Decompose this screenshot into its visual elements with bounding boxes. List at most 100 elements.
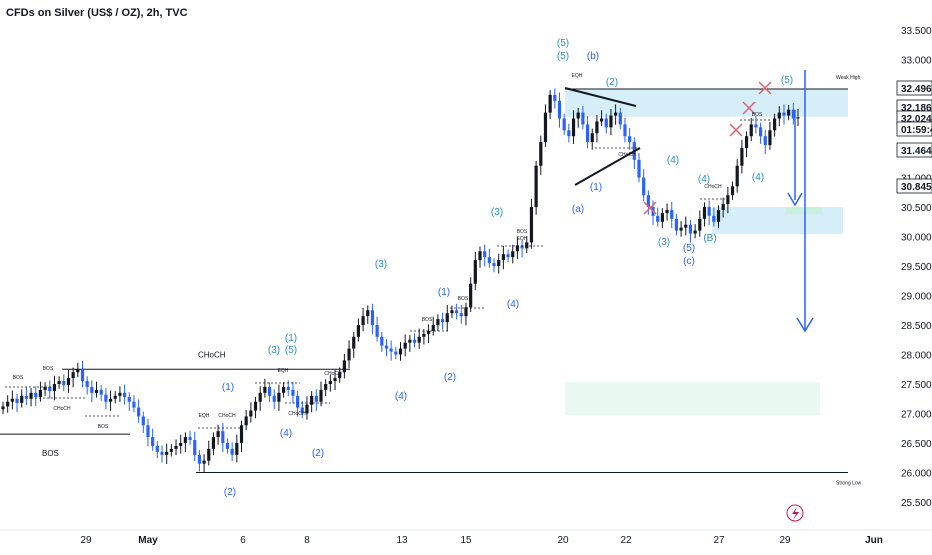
wave-label-3: (2) (606, 77, 618, 88)
candle-body-140 (656, 215, 660, 222)
y-tick-6: 30.500 (901, 203, 932, 214)
y-tick-15: 26.000 (901, 469, 932, 480)
wave-label-6: (1) (590, 182, 602, 193)
structure-label-12: EQH (517, 236, 528, 242)
wave-label-24: (4) (280, 428, 292, 439)
candle-body-33 (155, 445, 159, 452)
candle-body-119 (557, 100, 562, 119)
x-tick-0: 29 (80, 535, 92, 546)
candle-body-9 (43, 386, 47, 390)
cross-b-3 (742, 101, 756, 115)
zone-0 (565, 89, 848, 117)
wave-label-1: (5) (557, 51, 569, 62)
candle-body-125 (585, 124, 590, 143)
candle-body-63 (296, 395, 300, 408)
wave-label-17: (4) (507, 299, 519, 310)
candle-body-150 (702, 207, 707, 219)
candle-body-77 (361, 316, 365, 325)
candle-body-0 (1, 406, 5, 410)
wave-label-13: (c) (683, 256, 695, 267)
candle-body-67 (314, 395, 318, 402)
candle-body-48 (225, 443, 230, 449)
candle-body-15 (71, 372, 75, 379)
y-tick-0: 33.500 (901, 26, 932, 37)
candle-body-17 (80, 369, 85, 382)
candle-body-75 (352, 336, 356, 349)
candle-body-159 (744, 136, 749, 148)
candle-body-34 (160, 451, 164, 455)
candle-body-83 (389, 348, 393, 352)
candle-body-44 (207, 448, 211, 461)
x-tick-10: Jun (865, 535, 883, 546)
candle-body-40 (188, 437, 192, 441)
wave-label-12: (5) (683, 243, 695, 254)
level-label-2: CHoCH (198, 350, 226, 359)
candle-body-168 (787, 109, 791, 116)
y-tick-7: 30.000 (901, 233, 932, 244)
candle-body-78 (366, 310, 370, 317)
candle-body-118 (553, 94, 557, 101)
candle-body-38 (179, 443, 183, 446)
y-tick-9: 29.000 (901, 292, 932, 303)
candle-body-62 (291, 389, 295, 396)
price-tag-label-3: 01:59:49 (901, 125, 932, 136)
candle-body-121 (567, 130, 571, 137)
candle-body-100 (469, 283, 473, 308)
structure-label-0: BOS (43, 366, 54, 372)
candle-body-106 (497, 260, 501, 266)
arrow-short-head (787, 192, 803, 207)
wave-label-22: (1) (222, 382, 234, 393)
x-tick-2: 6 (240, 535, 246, 546)
candle-body-22 (104, 394, 108, 402)
candle-body-92 (431, 325, 435, 331)
candle-body-105 (492, 263, 496, 266)
x-tick-3: 8 (304, 535, 310, 546)
candle-body-28 (132, 401, 136, 408)
wave-label-19: (3) (268, 345, 280, 356)
candle-body-49 (230, 448, 234, 455)
candle-body-4 (20, 395, 24, 403)
candle-body-55 (258, 392, 262, 402)
candle-body-115 (539, 142, 543, 166)
structure-label-3: BOS (98, 424, 109, 430)
candle-body-154 (721, 204, 725, 210)
wave-label-8: (4) (752, 172, 764, 183)
wave-label-15: (3) (375, 259, 387, 270)
zone-mini (786, 207, 822, 215)
candle-body-157 (735, 165, 739, 187)
candle-body-164 (768, 130, 772, 146)
structure-label-6: EQH (278, 368, 289, 374)
candle-body-19 (90, 386, 94, 393)
candle-body-23 (108, 398, 113, 402)
price-tag-label-1: 32.186 (901, 103, 932, 114)
price-tag-label-5: 30.845 (901, 182, 932, 193)
candle-body-61 (286, 386, 290, 390)
candle-body-158 (740, 148, 744, 166)
candle-body-46 (216, 431, 220, 438)
candle-body-21 (99, 389, 103, 395)
candle-body-130 (609, 115, 613, 128)
candle-body-170 (796, 117, 800, 119)
candle-body-72 (338, 372, 342, 379)
candle-body-110 (515, 245, 520, 252)
candle-body-60 (281, 386, 286, 393)
candle-body-90 (422, 333, 426, 337)
candle-body-84 (394, 351, 398, 355)
candle-body-29 (137, 407, 141, 417)
zone-1 (712, 207, 843, 235)
x-axis: 29 May 6 8 13 15 20 22 27 29 Jun (0, 529, 932, 546)
candle-body-56 (263, 386, 267, 393)
candle-body-57 (267, 386, 272, 396)
structure-label-7: CHoCH (288, 411, 306, 417)
annotations: (5)(5) (b)(2) (5)(4)(1)(4) (4)(a)(3)(3)(5)(… (13, 38, 793, 498)
candle-body-112 (525, 242, 529, 249)
candle-body-73 (342, 360, 346, 373)
chart-title: CFDs on Silver (US$ / OZ), 2h, TVC (6, 7, 188, 19)
wave-label-16: (1) (438, 287, 450, 298)
candle-body-20 (94, 389, 99, 393)
candle-body-120 (562, 118, 566, 131)
structure-label-5: CHoCH (218, 413, 236, 419)
price-tag-label-0: 32.496 (901, 84, 932, 95)
